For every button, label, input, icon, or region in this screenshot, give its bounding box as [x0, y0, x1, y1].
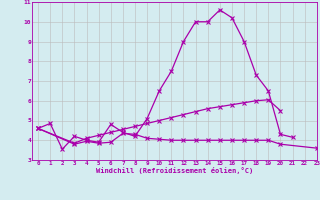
X-axis label: Windchill (Refroidissement éolien,°C): Windchill (Refroidissement éolien,°C)	[96, 167, 253, 174]
